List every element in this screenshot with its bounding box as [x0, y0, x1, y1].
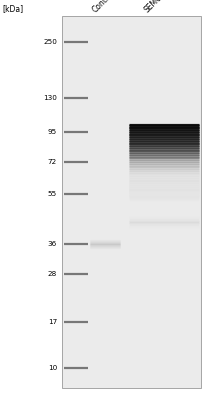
Text: 10: 10 [48, 365, 57, 371]
Text: 95: 95 [48, 129, 57, 135]
Text: 28: 28 [48, 271, 57, 277]
Bar [62, 16, 201, 388]
Text: Control: Control [91, 0, 117, 14]
Text: 72: 72 [48, 159, 57, 165]
Text: SEMG2: SEMG2 [143, 0, 168, 14]
Text: 55: 55 [48, 191, 57, 197]
Text: 250: 250 [43, 39, 57, 45]
Text: 17: 17 [48, 319, 57, 325]
Text: 130: 130 [43, 95, 57, 101]
Text: 36: 36 [48, 241, 57, 247]
Text: [kDa]: [kDa] [2, 4, 23, 13]
